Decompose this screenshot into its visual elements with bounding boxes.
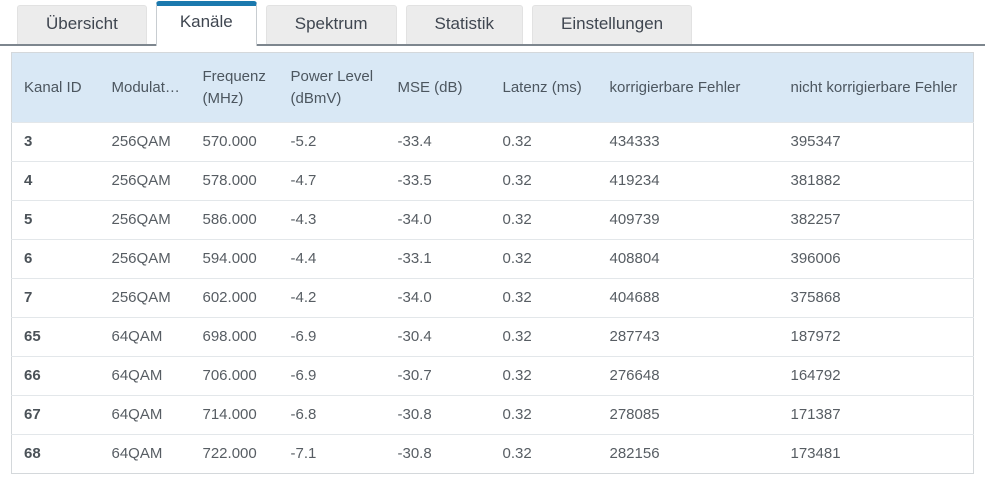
cell-mse: -33.5 (385, 161, 491, 201)
tab-einstellungen[interactable]: Einstellungen (532, 5, 693, 44)
cell-korrigierbare-fehler: 404688 (597, 278, 779, 318)
column-header-korrigierbare-fehler: korrigierbare Fehler (597, 52, 779, 123)
cell-nicht-korrigierbare-fehler: 164792 (778, 356, 974, 396)
column-header-frequenz: Frequenz (MHz) (190, 52, 279, 123)
cell-nicht-korrigierbare-fehler: 395347 (778, 122, 974, 162)
cell-kanal-id: 3 (11, 122, 100, 162)
cell-power-level: -4.2 (278, 278, 386, 318)
cell-kanal-id: 5 (11, 200, 100, 240)
cell-kanal-id: 68 (11, 434, 100, 474)
cell-kanal-id: 67 (11, 395, 100, 435)
cell-power-level: -4.3 (278, 200, 386, 240)
table-row: 67 64QAM 714.000 -6.8 -30.8 0.32 278085 171387 (11, 395, 974, 435)
tab-kanaele[interactable]: Kanäle (155, 1, 257, 46)
cell-kanal-id: 66 (11, 356, 100, 396)
cell-mse: -34.0 (385, 200, 491, 240)
cell-frequenz: 698.000 (190, 317, 279, 357)
cell-power-level: -6.9 (278, 356, 386, 396)
cell-frequenz: 602.000 (190, 278, 279, 318)
cell-korrigierbare-fehler: 408804 (597, 239, 779, 279)
cell-nicht-korrigierbare-fehler: 173481 (778, 434, 974, 474)
column-header-modulation: Modulat… (99, 52, 191, 123)
cell-latenz: 0.32 (490, 434, 598, 474)
cell-modulation: 256QAM (99, 278, 191, 318)
table-row: 4 256QAM 578.000 -4.7 -33.5 0.32 419234 381882 (11, 161, 974, 201)
cell-latenz: 0.32 (490, 200, 598, 240)
table-row: 66 64QAM 706.000 -6.9 -30.7 0.32 276648 164792 (11, 356, 974, 396)
column-header-kanal-id: Kanal ID (11, 52, 100, 123)
cell-kanal-id: 4 (11, 161, 100, 201)
cell-frequenz: 722.000 (190, 434, 279, 474)
cell-latenz: 0.32 (490, 161, 598, 201)
cell-mse: -33.1 (385, 239, 491, 279)
cell-modulation: 256QAM (99, 161, 191, 201)
cell-latenz: 0.32 (490, 239, 598, 279)
cell-modulation: 256QAM (99, 239, 191, 279)
cell-korrigierbare-fehler: 276648 (597, 356, 779, 396)
cell-kanal-id: 6 (11, 239, 100, 279)
cell-korrigierbare-fehler: 434333 (597, 122, 779, 162)
channels-panel: Kanal ID Modulat… Frequenz (MHz) Power Leve… (0, 46, 985, 474)
channels-table: Kanal ID Modulat… Frequenz (MHz) Power Leve… (11, 52, 974, 474)
cell-latenz: 0.32 (490, 317, 598, 357)
tab-uebersicht[interactable]: Übersicht (17, 5, 147, 44)
cell-nicht-korrigierbare-fehler: 375868 (778, 278, 974, 318)
cell-latenz: 0.32 (490, 278, 598, 318)
cell-nicht-korrigierbare-fehler: 187972 (778, 317, 974, 357)
cell-nicht-korrigierbare-fehler: 381882 (778, 161, 974, 201)
table-body: 3 256QAM 570.000 -5.2 -33.4 0.32 434333 395347 4… (11, 122, 974, 474)
cell-mse: -34.0 (385, 278, 491, 318)
column-header-nicht-korrigierbare-fehler: nicht korrigierbare Fehler (778, 52, 974, 123)
cell-korrigierbare-fehler: 419234 (597, 161, 779, 201)
cell-mse: -30.4 (385, 317, 491, 357)
cell-frequenz: 578.000 (190, 161, 279, 201)
cell-mse: -30.8 (385, 434, 491, 474)
tab-bar: Übersicht Kanäle Spektrum Statistik Einstell… (0, 0, 985, 46)
cell-frequenz: 706.000 (190, 356, 279, 396)
column-header-power-level: Power Level (dBmV) (278, 52, 386, 123)
cell-latenz: 0.32 (490, 356, 598, 396)
tab-statistik[interactable]: Statistik (405, 5, 524, 44)
cell-nicht-korrigierbare-fehler: 171387 (778, 395, 974, 435)
cell-modulation: 256QAM (99, 200, 191, 240)
column-header-latenz: Latenz (ms) (490, 52, 598, 123)
table-row: 3 256QAM 570.000 -5.2 -33.4 0.32 434333 395347 (11, 122, 974, 162)
cell-frequenz: 570.000 (190, 122, 279, 162)
cell-power-level: -6.8 (278, 395, 386, 435)
cell-korrigierbare-fehler: 282156 (597, 434, 779, 474)
cell-kanal-id: 65 (11, 317, 100, 357)
tab-spektrum[interactable]: Spektrum (265, 5, 397, 44)
cell-korrigierbare-fehler: 409739 (597, 200, 779, 240)
table-row: 5 256QAM 586.000 -4.3 -34.0 0.32 409739 382257 (11, 200, 974, 240)
cell-power-level: -6.9 (278, 317, 386, 357)
table-header-row: Kanal ID Modulat… Frequenz (MHz) Power Leve… (11, 52, 974, 123)
cell-mse: -33.4 (385, 122, 491, 162)
cell-mse: -30.8 (385, 395, 491, 435)
cell-frequenz: 586.000 (190, 200, 279, 240)
table-row: 6 256QAM 594.000 -4.4 -33.1 0.32 408804 396006 (11, 239, 974, 279)
table-row: 7 256QAM 602.000 -4.2 -34.0 0.32 404688 375868 (11, 278, 974, 318)
cell-latenz: 0.32 (490, 122, 598, 162)
cell-korrigierbare-fehler: 278085 (597, 395, 779, 435)
cell-modulation: 64QAM (99, 434, 191, 474)
column-header-mse: MSE (dB) (385, 52, 491, 123)
cell-modulation: 256QAM (99, 122, 191, 162)
cell-power-level: -4.4 (278, 239, 386, 279)
cell-power-level: -4.7 (278, 161, 386, 201)
cell-nicht-korrigierbare-fehler: 382257 (778, 200, 974, 240)
cell-frequenz: 714.000 (190, 395, 279, 435)
table-row: 65 64QAM 698.000 -6.9 -30.4 0.32 287743 187972 (11, 317, 974, 357)
cell-latenz: 0.32 (490, 395, 598, 435)
cell-modulation: 64QAM (99, 356, 191, 396)
cell-modulation: 64QAM (99, 317, 191, 357)
cell-nicht-korrigierbare-fehler: 396006 (778, 239, 974, 279)
cell-power-level: -5.2 (278, 122, 386, 162)
cell-mse: -30.7 (385, 356, 491, 396)
cell-korrigierbare-fehler: 287743 (597, 317, 779, 357)
cell-modulation: 64QAM (99, 395, 191, 435)
cell-kanal-id: 7 (11, 278, 100, 318)
table-row: 68 64QAM 722.000 -7.1 -30.8 0.32 282156 173481 (11, 434, 974, 474)
cell-power-level: -7.1 (278, 434, 386, 474)
cell-frequenz: 594.000 (190, 239, 279, 279)
